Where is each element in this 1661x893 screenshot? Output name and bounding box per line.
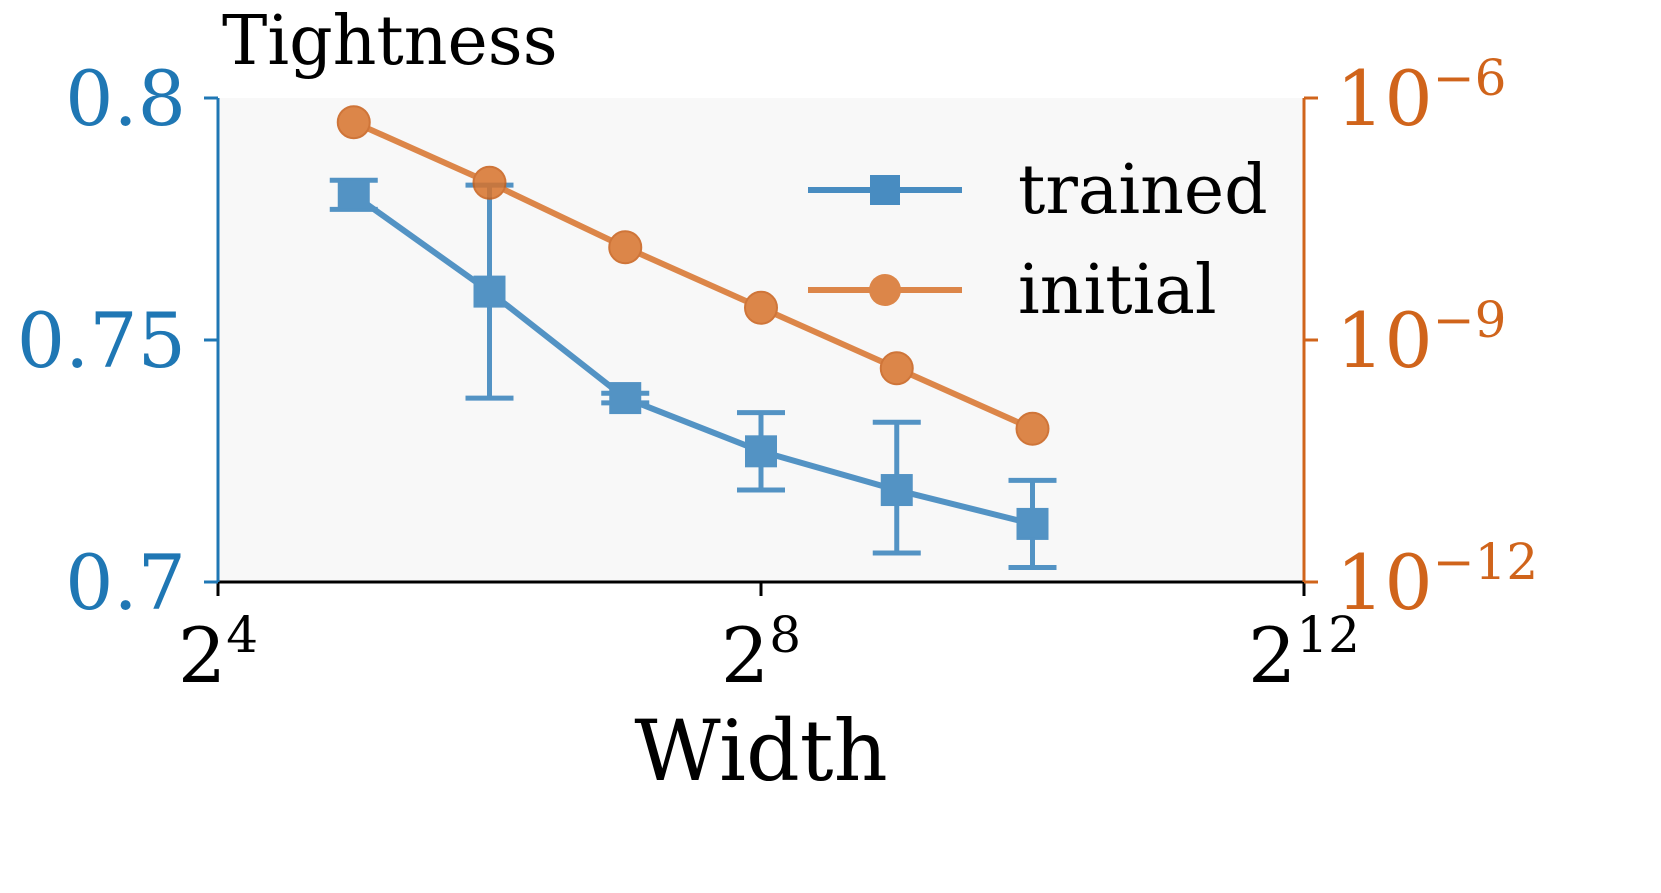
initial-point (472, 165, 507, 200)
y-right-tick-base: 10 (1336, 296, 1433, 385)
trained-line (352, 192, 1034, 527)
x-tick-base: 2 (1248, 611, 1296, 700)
trained-point (473, 275, 506, 308)
x-tick-label: 24 (178, 606, 258, 700)
y-right-tick-exponent: −12 (1433, 533, 1539, 591)
initial-line (352, 119, 1034, 432)
y-right-tick-base: 10 (1336, 54, 1433, 143)
legend-marker-square (870, 175, 900, 205)
chart-title: Tightness (222, 2, 558, 81)
initial-point (336, 105, 371, 140)
y-right-tick-exponent: −6 (1433, 49, 1507, 107)
x-tick-exponent: 4 (226, 606, 258, 664)
x-axis-label: Width (634, 702, 887, 800)
y-left-ticks: 0.7 0.75 0.8 (17, 54, 218, 627)
x-tick-base: 2 (721, 611, 769, 700)
x-tick-exponent: 12 (1296, 606, 1360, 664)
trained-point (337, 178, 370, 211)
legend-label: initial (1018, 251, 1217, 330)
y-left-tick-label: 0.75 (17, 296, 186, 385)
initial-point (879, 351, 914, 386)
x-tick-base: 2 (178, 611, 226, 700)
series-layer (329, 105, 1057, 570)
x-tick-exponent: 8 (769, 606, 801, 664)
legend: trained initial (808, 151, 1268, 330)
y-right-ticks: 10−610−910−12 (1304, 49, 1538, 627)
x-tick-label: 212 (1248, 606, 1360, 700)
y-right-tick-base: 10 (1336, 538, 1433, 627)
y-right-tick-label: 10−6 (1336, 49, 1506, 143)
legend-label: trained (1018, 151, 1268, 230)
legend-marker-circle (869, 274, 901, 306)
series-trained (329, 177, 1057, 570)
trained-point (880, 474, 913, 507)
legend-entry-trained (808, 175, 962, 205)
trained-point (609, 382, 642, 415)
x-ticks: 24 28 212 (178, 582, 1360, 700)
trained-point (745, 435, 777, 468)
plot-area (218, 98, 1304, 582)
y-left-tick-label: 0.8 (65, 54, 186, 143)
initial-point (1015, 411, 1050, 446)
y-right-tick-label: 10−9 (1336, 291, 1506, 385)
x-tick-label: 28 (721, 606, 801, 700)
y-right-tick-label: 10−12 (1336, 533, 1538, 627)
initial-point (744, 290, 778, 325)
y-right-tick-exponent: −9 (1433, 291, 1507, 349)
series-initial (336, 105, 1050, 446)
y-left-tick-label: 0.7 (65, 538, 186, 627)
trained-point (1016, 507, 1049, 540)
legend-entry-initial (808, 274, 962, 306)
initial-point (608, 230, 643, 265)
